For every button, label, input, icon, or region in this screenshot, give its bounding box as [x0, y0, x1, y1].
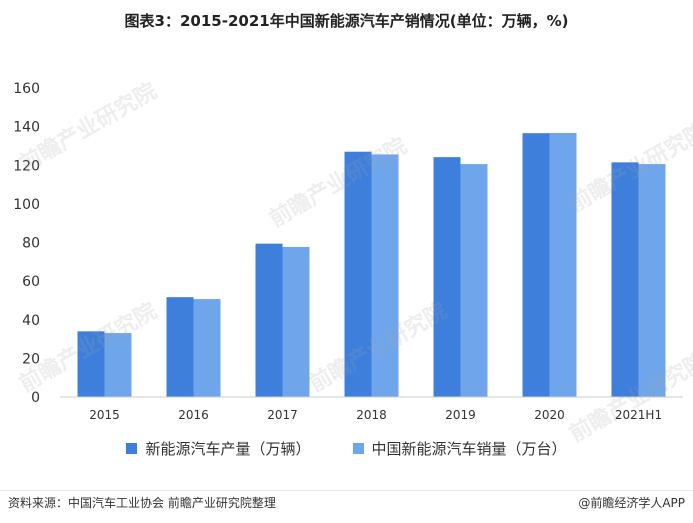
bar-sales	[104, 333, 132, 397]
bar-production	[433, 157, 461, 397]
chart-title: 图表3：2015-2021年中国新能源汽车产销情况(单位：万辆，%)	[124, 12, 569, 30]
bar-sales	[638, 164, 666, 397]
bar-production	[611, 162, 639, 397]
y-tick-label: 0	[31, 390, 40, 406]
x-tick-label: 2020	[534, 408, 565, 422]
bar-sales	[460, 164, 488, 397]
x-tick-label: 2015	[89, 408, 120, 422]
legend-item-sales: 中国新能源汽车销量（万台）	[352, 438, 567, 459]
x-axis: 2015 2016 2017 2018 2019 2020 2021H1	[89, 408, 662, 422]
bar-production	[77, 331, 105, 397]
bar-sales	[282, 246, 310, 397]
y-tick-label: 100	[13, 197, 40, 213]
legend-swatch-production	[126, 443, 138, 454]
y-tick-label: 80	[22, 236, 40, 252]
y-tick-label: 60	[22, 274, 40, 290]
brand-credit: @前瞻经济学人APP	[578, 496, 685, 510]
x-tick-label: 2016	[178, 408, 209, 422]
x-tick-label: 2017	[267, 408, 298, 422]
legend-label-production: 新能源汽车产量（万辆）	[145, 440, 311, 458]
bar-production	[522, 133, 550, 397]
bar-sales	[549, 132, 577, 398]
y-tick-label: 20	[22, 351, 40, 367]
legend-label-sales: 中国新能源汽车销量（万台）	[371, 440, 567, 458]
bar-production	[255, 243, 283, 397]
bar-sales	[371, 154, 399, 397]
y-tick-label: 40	[22, 313, 40, 329]
legend-swatch-sales	[352, 443, 364, 454]
y-axis: 0 20 40 60 80 100 120 140 160	[13, 81, 40, 406]
y-tick-label: 160	[13, 81, 40, 97]
legend-item-production: 新能源汽车产量（万辆）	[126, 438, 311, 459]
x-tick-label: 2019	[445, 408, 476, 422]
bars-group	[77, 132, 666, 398]
x-tick-label: 2021H1	[615, 408, 662, 422]
legend: 新能源汽车产量（万辆） 中国新能源汽车销量（万台）	[0, 438, 693, 459]
bar-production	[166, 297, 194, 397]
bar-production	[344, 151, 372, 397]
footer: 资料来源：中国汽车工业协会 前瞻产业研究院整理 @前瞻经济学人APP	[0, 490, 693, 523]
y-tick-label: 120	[13, 158, 40, 174]
source-note: 资料来源：中国汽车工业协会 前瞻产业研究院整理	[8, 496, 276, 510]
y-tick-label: 140	[13, 120, 40, 136]
bar-sales	[193, 299, 221, 397]
x-tick-label: 2018	[356, 408, 387, 422]
